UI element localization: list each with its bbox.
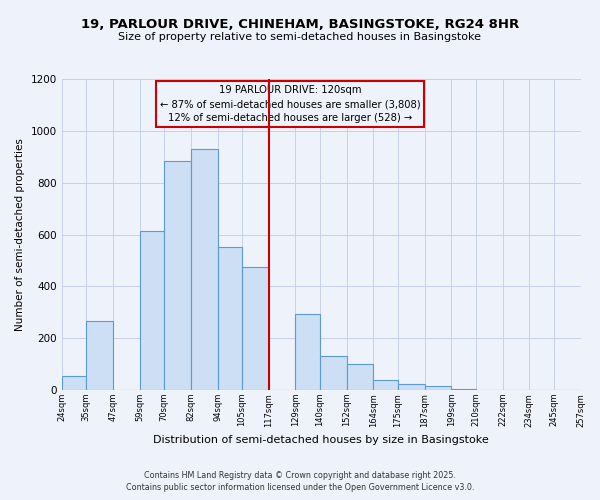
Bar — [347, 364, 373, 390]
Bar — [62, 376, 86, 390]
Bar — [191, 149, 218, 390]
Bar — [86, 322, 113, 390]
Bar — [320, 356, 347, 390]
Text: 19, PARLOUR DRIVE, CHINEHAM, BASINGSTOKE, RG24 8HR: 19, PARLOUR DRIVE, CHINEHAM, BASINGSTOKE… — [81, 18, 519, 30]
Y-axis label: Number of semi-detached properties: Number of semi-detached properties — [15, 138, 25, 331]
Bar — [218, 248, 242, 390]
Bar — [140, 230, 164, 390]
Bar — [398, 384, 425, 390]
Text: Size of property relative to semi-detached houses in Basingstoke: Size of property relative to semi-detach… — [119, 32, 482, 42]
Text: Contains HM Land Registry data © Crown copyright and database right 2025.
Contai: Contains HM Land Registry data © Crown c… — [126, 471, 474, 492]
Bar — [425, 386, 451, 390]
Bar — [242, 267, 269, 390]
Text: 19 PARLOUR DRIVE: 120sqm
← 87% of semi-detached houses are smaller (3,808)
12% o: 19 PARLOUR DRIVE: 120sqm ← 87% of semi-d… — [160, 85, 420, 123]
Bar — [451, 388, 476, 390]
Bar — [164, 160, 191, 390]
Bar — [295, 314, 320, 390]
X-axis label: Distribution of semi-detached houses by size in Basingstoke: Distribution of semi-detached houses by … — [153, 435, 489, 445]
Bar — [373, 380, 398, 390]
